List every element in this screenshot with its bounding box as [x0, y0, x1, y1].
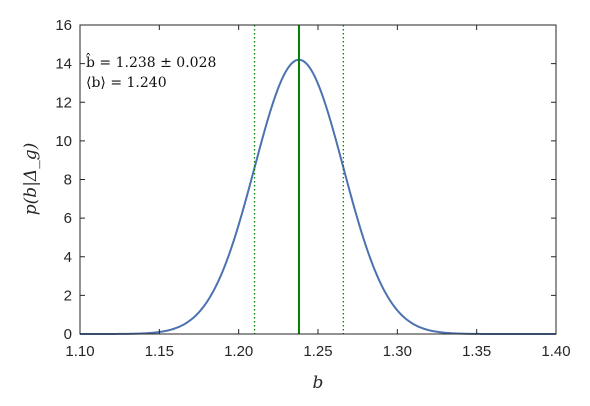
annotation-b-hat: b̂ = 1.238 ± 0.028: [86, 52, 217, 71]
x-tick-label: 1.25: [303, 343, 332, 360]
y-tick-label: 6: [64, 210, 72, 227]
x-tick-label: 1.35: [462, 343, 491, 360]
x-tick-label: 1.30: [383, 343, 412, 360]
x-tick-label: 1.10: [65, 343, 94, 360]
y-tick-label: 10: [55, 133, 72, 150]
vertical-lines: [253, 25, 345, 334]
y-tick-label: 12: [55, 94, 72, 111]
x-tick-label: 1.40: [541, 343, 570, 360]
y-axis-label: p(b|Δ_g): [21, 143, 41, 215]
plot-area: [79, 24, 557, 335]
annotation-b-mean: ⟨b⟩ = 1.240: [86, 75, 167, 91]
y-tick-label: 14: [55, 56, 72, 73]
x-tick-label: 1.20: [224, 343, 253, 360]
plot-frame: [79, 24, 557, 335]
y-tick-label: 16: [55, 17, 72, 34]
y-tick-label: 4: [64, 249, 72, 266]
y-tick-label: 8: [64, 172, 72, 189]
y-tick-label: 2: [64, 287, 72, 304]
x-axis: 1.10 1.15 1.20 1.25 1.30 1.35 1.40: [65, 25, 571, 360]
x-axis-label: b: [313, 373, 324, 393]
x-tick-label: 1.15: [145, 343, 174, 360]
y-tick-label: 0: [64, 326, 72, 343]
distribution-curve: [80, 58, 556, 335]
y-axis: 0 2 4 6 8 10 12 14 16: [55, 17, 556, 343]
